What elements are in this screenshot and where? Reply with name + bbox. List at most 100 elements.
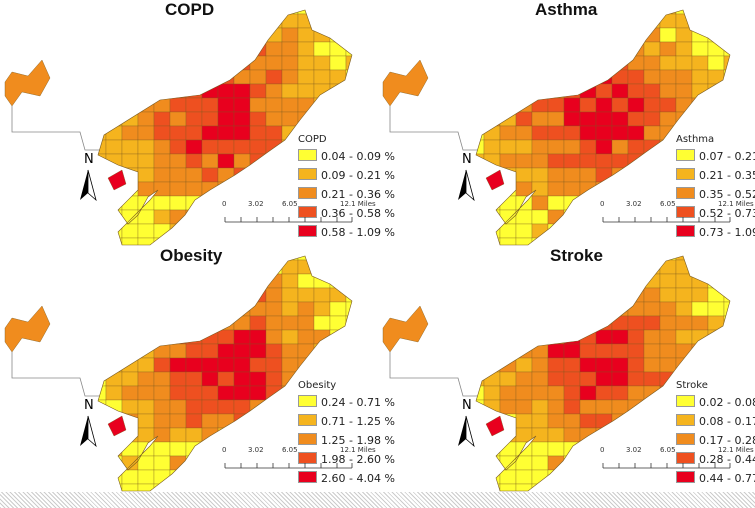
region xyxy=(707,10,725,15)
region xyxy=(281,256,299,261)
legend-label: 0.21 - 0.35 % xyxy=(699,169,755,182)
region xyxy=(98,167,107,183)
region xyxy=(201,315,219,331)
region xyxy=(105,195,123,211)
scale-tick: 6.05 xyxy=(660,446,676,454)
region xyxy=(137,111,155,127)
region xyxy=(611,357,629,373)
region xyxy=(595,357,613,373)
legend-swatch xyxy=(676,206,695,218)
region xyxy=(121,315,139,331)
region xyxy=(297,27,315,43)
boundary-line xyxy=(389,352,478,397)
region xyxy=(137,27,155,43)
region xyxy=(169,427,187,443)
region xyxy=(579,125,597,141)
region xyxy=(547,139,565,155)
region xyxy=(476,259,485,275)
north-arrow-icon xyxy=(80,415,97,448)
region xyxy=(313,259,331,275)
region xyxy=(499,13,517,29)
north-arrow-icon xyxy=(80,169,97,202)
region xyxy=(265,237,283,245)
region xyxy=(627,55,645,71)
scale-tick: 0 xyxy=(600,200,605,208)
region xyxy=(121,469,139,485)
region xyxy=(153,153,171,169)
region xyxy=(249,10,267,15)
region xyxy=(547,287,565,303)
region xyxy=(265,256,283,261)
region xyxy=(265,153,283,169)
region xyxy=(627,256,645,261)
region xyxy=(659,181,677,197)
region xyxy=(297,10,315,15)
region xyxy=(185,413,203,429)
region xyxy=(627,413,645,429)
region xyxy=(595,83,613,99)
region xyxy=(107,169,127,191)
region xyxy=(329,97,347,113)
region xyxy=(643,153,661,169)
region xyxy=(105,125,123,141)
region xyxy=(611,399,629,415)
region xyxy=(483,237,501,245)
region xyxy=(515,301,533,317)
region xyxy=(476,111,485,127)
region xyxy=(98,97,107,113)
region xyxy=(201,195,219,211)
region xyxy=(595,13,613,29)
region xyxy=(707,301,725,317)
region xyxy=(297,343,315,359)
region xyxy=(723,301,730,317)
region xyxy=(201,399,219,415)
region xyxy=(675,357,693,373)
region xyxy=(691,41,709,57)
region xyxy=(137,455,155,471)
region xyxy=(201,83,219,99)
region xyxy=(233,13,251,29)
region xyxy=(691,315,709,331)
region xyxy=(201,27,219,43)
region xyxy=(121,13,139,29)
region xyxy=(547,427,565,443)
region xyxy=(659,427,677,443)
region xyxy=(345,10,352,15)
region xyxy=(723,10,730,15)
region xyxy=(563,301,581,317)
region xyxy=(476,329,485,345)
region xyxy=(643,357,661,373)
region xyxy=(217,301,235,317)
region xyxy=(265,357,283,373)
region xyxy=(691,13,709,29)
region xyxy=(185,315,203,331)
region xyxy=(675,301,693,317)
region xyxy=(611,237,629,245)
region xyxy=(531,153,549,169)
region xyxy=(201,111,219,127)
north-arrow-icon xyxy=(458,415,475,448)
region xyxy=(185,41,203,57)
region xyxy=(185,195,203,211)
region xyxy=(329,343,347,359)
region xyxy=(483,55,501,71)
region xyxy=(579,315,597,331)
boundary-line xyxy=(11,352,100,397)
region xyxy=(691,10,709,15)
region xyxy=(313,55,331,71)
region xyxy=(499,329,517,345)
region xyxy=(659,55,677,71)
region xyxy=(483,259,501,275)
region xyxy=(217,343,235,359)
region xyxy=(515,399,533,415)
region xyxy=(98,41,107,57)
region xyxy=(345,259,352,275)
region xyxy=(201,483,219,491)
region xyxy=(249,315,267,331)
region xyxy=(137,139,155,155)
region xyxy=(382,59,429,107)
region xyxy=(659,343,677,359)
region xyxy=(153,273,171,289)
region xyxy=(169,343,187,359)
region xyxy=(121,256,139,261)
